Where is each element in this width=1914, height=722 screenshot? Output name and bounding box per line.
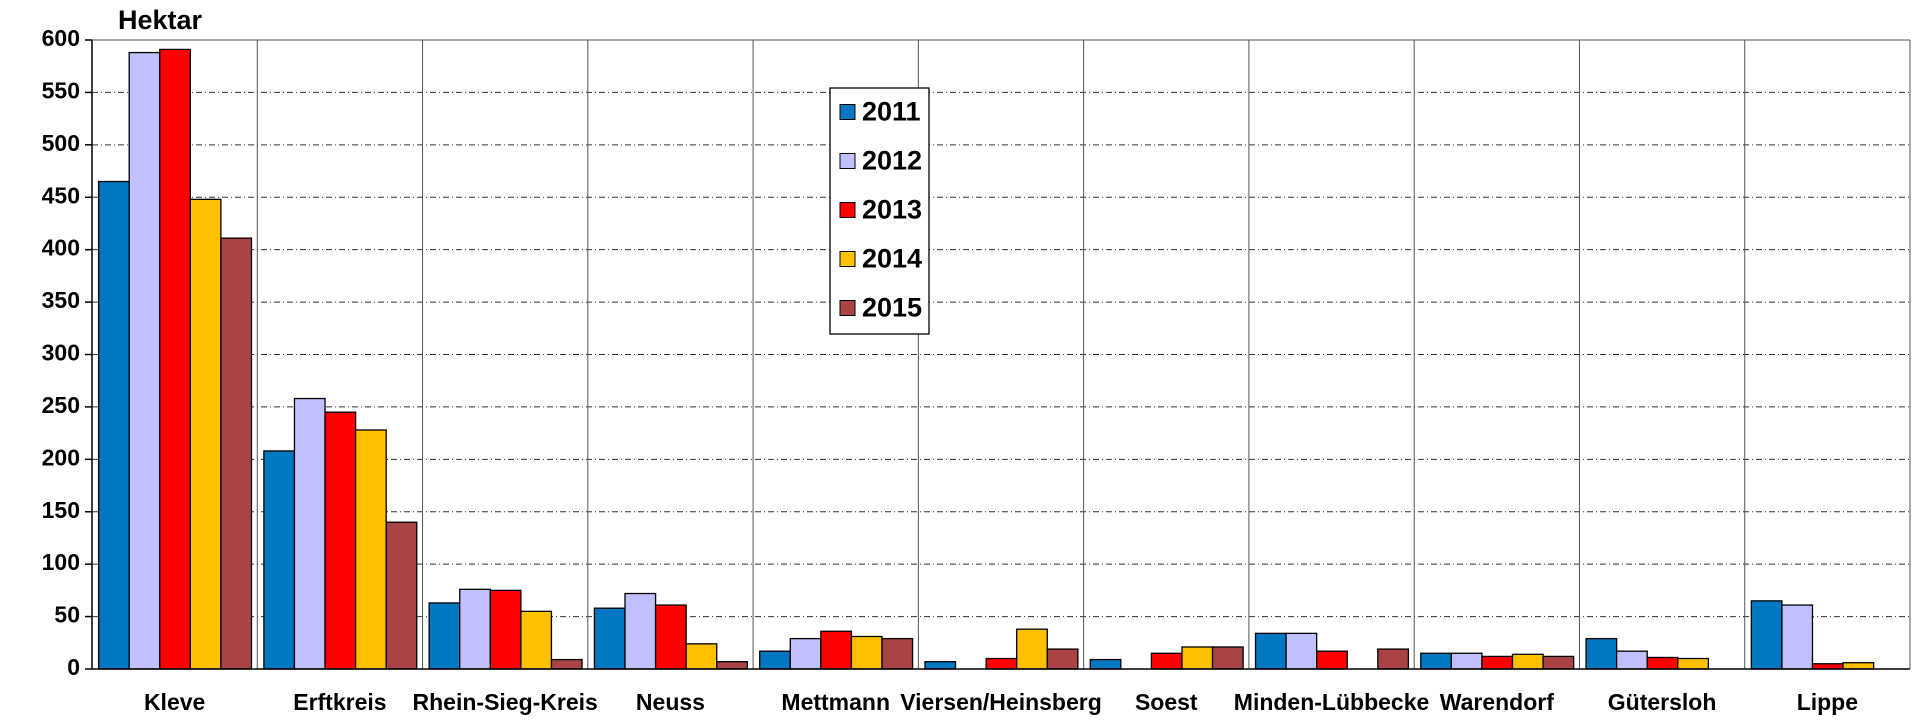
y-tick-label: 100: [42, 549, 80, 575]
bar: [1089, 658, 1122, 670]
bar: [489, 589, 522, 670]
legend-label: 2012: [862, 146, 922, 176]
bar: [654, 604, 687, 670]
bar: [593, 607, 626, 670]
y-tick-label: 0: [67, 654, 80, 680]
y-tick-label: 450: [42, 182, 80, 208]
bar: [1285, 632, 1318, 670]
y-tick-label: 600: [42, 25, 80, 51]
y-tick-label: 350: [42, 287, 80, 313]
bar: [1750, 600, 1783, 670]
bar: [881, 637, 914, 670]
legend-swatch: [839, 153, 856, 169]
bar: [759, 650, 791, 670]
y-tick-label: 250: [42, 392, 80, 418]
legend-label: 2015: [862, 293, 922, 323]
bar: [820, 630, 853, 670]
legend-label: 2011: [862, 97, 921, 127]
bar: [1615, 650, 1648, 670]
bar: [685, 643, 718, 670]
bar: [354, 429, 387, 670]
y-axis-label: Hektar: [118, 5, 203, 35]
bar: [1481, 655, 1514, 670]
x-tick-label: Erftkreis: [293, 689, 386, 715]
x-tick-label: Rhein-Sieg-Kreis: [413, 689, 598, 715]
bar: [189, 198, 222, 670]
x-tick-label: Minden-Lübbecke: [1234, 689, 1430, 715]
bar: [97, 180, 130, 670]
legend-swatch: [839, 300, 856, 316]
bar: [263, 450, 296, 670]
bar: [1046, 648, 1079, 670]
bar: [924, 661, 957, 670]
bar: [1420, 652, 1453, 670]
bar: [1842, 662, 1875, 670]
bar: [1181, 646, 1214, 670]
bar: [550, 658, 583, 670]
bar: [293, 397, 326, 670]
x-tick-label: Mettmann: [781, 689, 890, 715]
x-tick-label: Soest: [1135, 689, 1198, 715]
y-tick-label: 50: [54, 602, 80, 628]
bar: [1585, 637, 1618, 670]
x-tick-label: Kleve: [144, 689, 205, 715]
bar: [520, 610, 553, 670]
bar: [716, 661, 748, 670]
legend-swatch: [839, 104, 856, 120]
x-tick-label: Neuss: [636, 689, 705, 715]
x-tick-label: Gütersloh: [1608, 689, 1717, 715]
y-tick-label: 200: [42, 444, 80, 470]
bar: [1450, 652, 1483, 670]
x-tick-label: Lippe: [1797, 689, 1858, 715]
bar: [159, 48, 191, 670]
bar: [1150, 652, 1183, 670]
y-tick-label: 400: [42, 235, 80, 261]
bar: [789, 637, 822, 670]
bar: [1542, 655, 1575, 670]
bar: [128, 51, 161, 670]
y-tick-label: 150: [42, 497, 80, 523]
bar: [1377, 648, 1410, 670]
bar: [850, 635, 883, 670]
bar: [1811, 663, 1844, 670]
bar: [1016, 628, 1048, 670]
legend-swatch: [839, 202, 856, 218]
legend-swatch: [839, 251, 856, 267]
bar: [428, 602, 461, 670]
y-tick-label: 550: [42, 77, 80, 103]
bar: [985, 657, 1018, 670]
y-tick-label: 500: [42, 130, 80, 156]
bar: [324, 411, 357, 670]
bar: [1211, 646, 1244, 670]
bar: [1254, 632, 1287, 670]
x-tick-label: Viersen/Heinsberg: [900, 689, 1102, 715]
bar: [1511, 653, 1544, 670]
bar: [459, 588, 491, 670]
legend-label: 2013: [862, 195, 922, 225]
y-tick-label: 300: [42, 340, 80, 366]
bar: [385, 521, 418, 670]
bar: [220, 237, 253, 670]
legend-label: 2014: [862, 244, 922, 274]
bar: [1646, 656, 1679, 670]
bar: [1781, 604, 1814, 670]
bar: [1316, 650, 1348, 670]
bar: [624, 592, 657, 670]
bar: [1677, 657, 1710, 670]
x-tick-label: Warendorf: [1440, 689, 1554, 715]
